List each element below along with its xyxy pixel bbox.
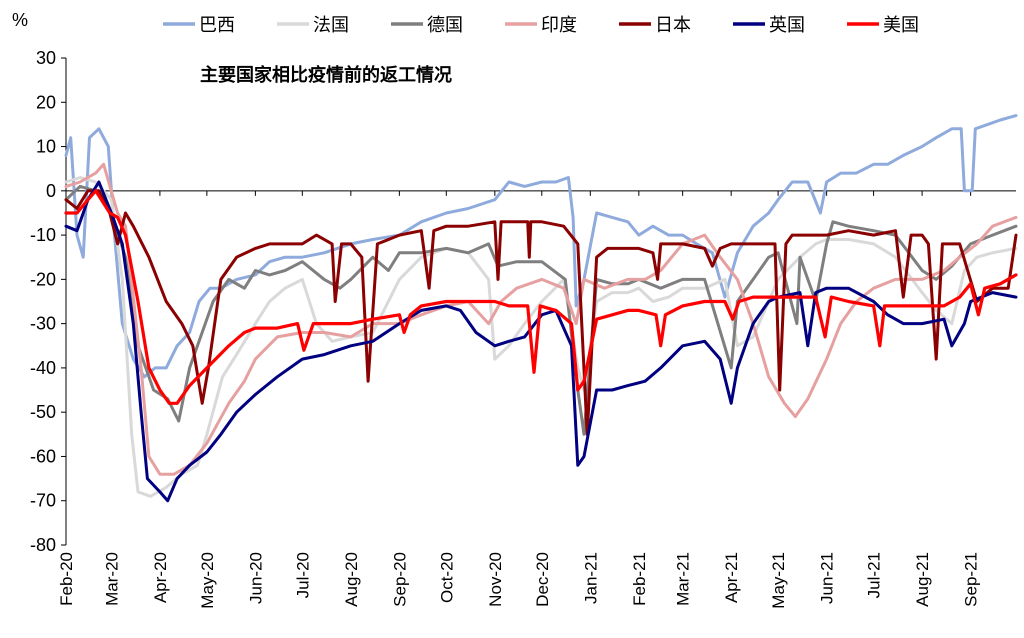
x-tick-label: Apr-20 — [151, 552, 170, 603]
x-tick-label: Feb-20 — [57, 552, 76, 606]
legend-label-法国: 法国 — [313, 15, 349, 36]
legend-label-巴西: 巴西 — [199, 15, 235, 36]
y-tick-label: 20 — [36, 92, 56, 112]
chart-series-lines — [64, 114, 1018, 503]
x-tick-label: Aug-21 — [913, 552, 932, 607]
y-axis-unit-label: % — [12, 10, 28, 30]
legend-label-印度: 印度 — [541, 15, 577, 36]
y-tick-label: 0 — [46, 181, 56, 201]
x-tick-label: Nov-20 — [486, 552, 505, 607]
chart-legend: 巴西 法国 德国 印度 日本 英国 美国 — [163, 15, 919, 36]
y-tick-label: -70 — [30, 491, 56, 511]
legend-label-日本: 日本 — [655, 15, 691, 36]
x-tick-label: Jul-20 — [293, 552, 312, 598]
series-line-日本 — [64, 189, 1018, 436]
series-line-德国 — [64, 184, 1018, 436]
y-tick-label: -20 — [30, 269, 56, 289]
legend-label-德国: 德国 — [427, 15, 463, 36]
x-tick-label: Dec-20 — [533, 552, 552, 607]
y-tick-label: 30 — [36, 48, 56, 68]
x-tick-label: Jul-21 — [865, 552, 884, 598]
legend-label-英国: 英国 — [769, 15, 805, 36]
x-tick-label: May-20 — [198, 552, 217, 609]
x-tick-label: Oct-20 — [437, 552, 456, 603]
y-tick-label: -60 — [30, 446, 56, 466]
series-line-巴西 — [64, 114, 1018, 379]
x-tick-label: Sep-21 — [962, 552, 981, 607]
y-tick-label: -50 — [30, 402, 56, 422]
x-tick-label: Sep-20 — [390, 552, 409, 607]
x-tick-label: Feb-21 — [630, 552, 649, 606]
y-tick-label: 10 — [36, 137, 56, 157]
x-tick-label: Jun-20 — [246, 552, 265, 604]
series-line-美国 — [64, 189, 1018, 405]
x-tick-label: Mar-20 — [102, 552, 121, 606]
series-line-法国 — [64, 176, 1018, 498]
legend-label-美国: 美国 — [883, 15, 919, 36]
x-tick-label: Jun-21 — [818, 552, 837, 604]
chart-title: 主要国家相比疫情前的返工情况 — [200, 64, 452, 86]
y-tick-label: -30 — [30, 314, 56, 334]
x-tick-label: Mar-21 — [674, 552, 693, 606]
y-tick-label: -10 — [30, 225, 56, 245]
x-tick-label: Apr-21 — [722, 552, 741, 603]
x-tick-label: May-21 — [769, 552, 788, 609]
x-tick-label: Aug-20 — [342, 552, 361, 607]
y-tick-label: -80 — [30, 535, 56, 555]
y-tick-label: -40 — [30, 358, 56, 378]
x-tick-label: Jan-21 — [581, 552, 600, 604]
series-line-印度 — [64, 162, 1018, 476]
